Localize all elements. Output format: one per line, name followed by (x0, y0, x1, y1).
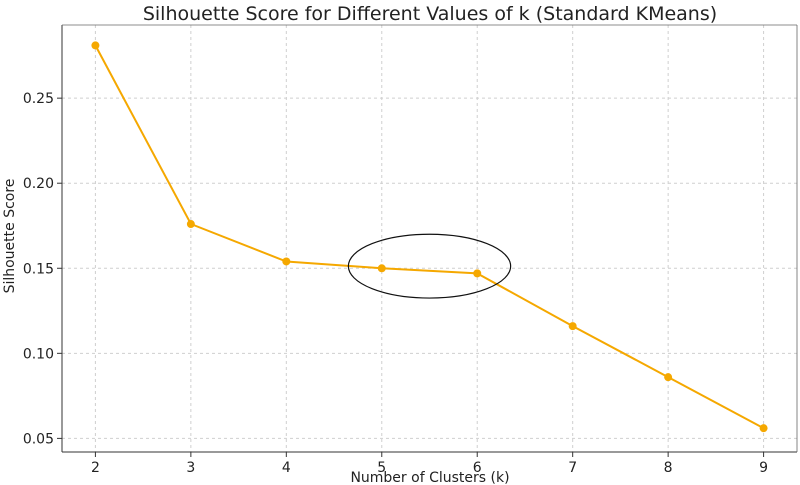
x-tick-label: 4 (282, 460, 291, 476)
x-tick-label: 9 (759, 460, 768, 476)
x-tick-label: 7 (568, 460, 577, 476)
axes-layer: 2 3 4 5 6 7 8 9 0.05 0.10 0.15 0.20 0.25 (23, 24, 798, 476)
series-line (94, 44, 765, 430)
chart-title: Silhouette Score for Different Values of… (143, 3, 717, 25)
annotation-layer (347, 233, 512, 299)
x-tick-label: 6 (473, 460, 482, 476)
data-point (759, 424, 768, 433)
data-point (473, 269, 482, 278)
x-tick-label: 8 (664, 460, 673, 476)
x-tick-label: 3 (186, 460, 195, 476)
y-tick-label: 0.25 (23, 91, 54, 107)
data-point (91, 41, 100, 50)
highlight-ellipse (347, 233, 512, 299)
data-point (282, 257, 291, 266)
y-tick-label: 0.20 (23, 176, 54, 192)
data-point (186, 220, 195, 229)
x-tick-label: 5 (377, 460, 386, 476)
series-layer (91, 41, 768, 433)
x-axis-label: Number of Clusters (k) (350, 470, 509, 485)
y-tick-label: 0.05 (23, 431, 54, 447)
y-axis-label: Silhouette Score (2, 179, 18, 294)
y-tick-label: 0.15 (23, 261, 54, 277)
x-tick-label: 2 (91, 460, 100, 476)
data-point (664, 373, 673, 382)
data-point (568, 322, 577, 331)
y-tick-label: 0.10 (23, 346, 54, 362)
data-point (377, 264, 386, 273)
